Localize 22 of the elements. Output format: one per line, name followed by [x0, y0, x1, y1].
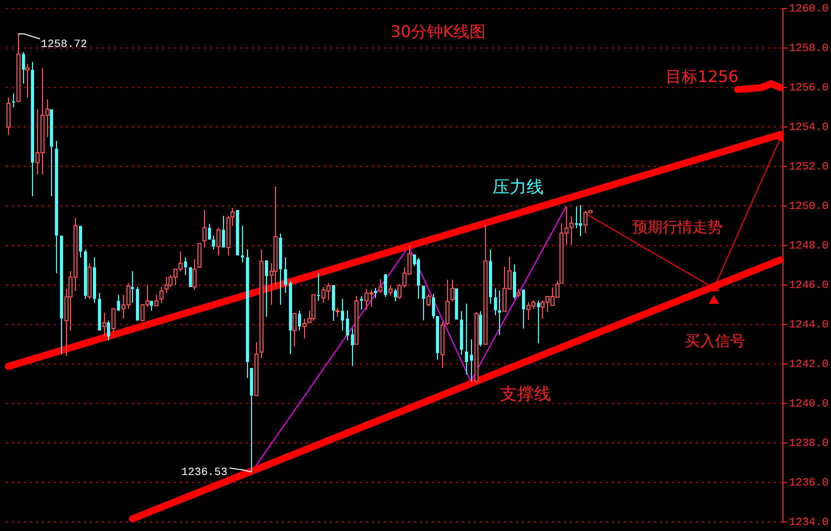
y-tick-label: 1246.0 — [789, 280, 829, 292]
annotation: 1258.72 — [40, 38, 88, 51]
y-tick-label: 1242.0 — [789, 358, 829, 371]
annotation: 支撑线 — [500, 384, 552, 404]
text: 30分钟K线图 — [390, 22, 486, 42]
y-tick-label: 1254.0 — [789, 122, 829, 134]
annotation: 买入信号 — [685, 332, 746, 350]
annotation: 预期行情走势 — [632, 218, 722, 236]
y-tick-label: 1238.0 — [789, 438, 829, 450]
y-tick-label: 1258.0 — [789, 43, 829, 55]
annotation: 压力线 — [492, 177, 544, 198]
annotation: 1236.53 — [181, 466, 228, 479]
y-tick-label: 1234.0 — [789, 516, 829, 529]
y-tick-label: 1250.0 — [789, 200, 829, 213]
y-tick-label: 1244.0 — [789, 319, 829, 332]
annotation: 目标1256 — [666, 67, 738, 86]
y-tick-label: 1252.0 — [789, 161, 829, 174]
y-tick-label: 1248.0 — [789, 240, 829, 252]
y-tick-label: 1236.0 — [789, 477, 829, 490]
y-tick-label: 1260.0 — [789, 4, 829, 16]
y-tick-label: 1256.0 — [789, 82, 829, 94]
y-tick-label: 1240.0 — [789, 398, 829, 410]
